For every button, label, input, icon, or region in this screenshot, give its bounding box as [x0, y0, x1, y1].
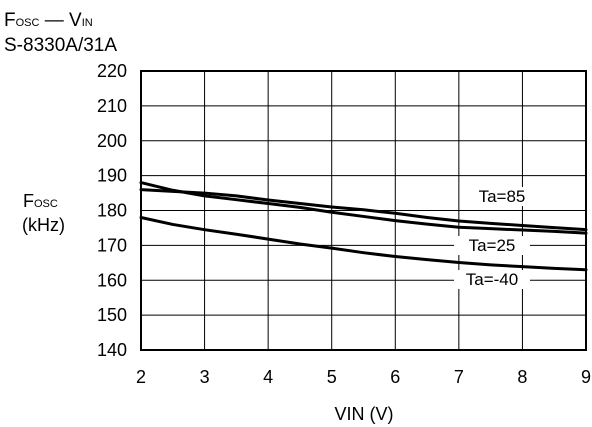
x-tick-label: 4 — [263, 367, 273, 387]
x-axis-label: VIN (V) — [334, 404, 393, 424]
part-number: S-8330A/31A — [4, 35, 118, 56]
series-label-bg — [464, 187, 540, 206]
series-label-bg — [454, 236, 530, 255]
title-f: F — [4, 10, 16, 31]
series-labels: Ta=85 Ta=25 Ta=-40 — [454, 187, 540, 289]
title-v: V — [69, 10, 82, 31]
x-tick-label: 8 — [517, 367, 527, 387]
y-tick-label: 170 — [97, 235, 127, 255]
y-tick-labels: 140 150 160 170 180 190 200 210 220 — [97, 61, 127, 360]
y-tick-label: 190 — [97, 166, 127, 186]
x-tick-label: 5 — [327, 367, 337, 387]
y-label-f: F — [23, 191, 34, 211]
series-line-1 — [139, 181, 588, 235]
series-line-0 — [139, 188, 588, 232]
title-dash: — — [39, 10, 70, 31]
x-tick-label: 6 — [390, 367, 400, 387]
x-tick-label: 3 — [200, 367, 210, 387]
y-axis-unit: (kHz) — [22, 215, 65, 235]
y-tick-label: 180 — [97, 201, 127, 221]
series-label: Ta=25 — [469, 236, 516, 255]
chart-title: FOSC — VIN — [4, 10, 93, 34]
series-label: Ta=85 — [479, 187, 526, 206]
series-label-bg — [454, 270, 530, 289]
y-tick-label: 150 — [97, 305, 127, 325]
series-line-2 — [139, 215, 588, 272]
title-v-subscript: IN — [81, 17, 93, 29]
x-tick-label: 9 — [581, 367, 591, 387]
y-axis-label: FOSC — [23, 190, 58, 215]
title-f-subscript: OSC — [15, 17, 40, 29]
series-label: Ta=-40 — [466, 270, 518, 289]
y-tick-label: 160 — [97, 270, 127, 290]
x-tick-label: 2 — [136, 367, 146, 387]
x-tick-labels: 2 3 4 5 6 7 8 9 — [136, 367, 591, 387]
series-lines — [139, 181, 588, 272]
y-label-subscript: OSC — [34, 198, 58, 210]
y-tick-label: 140 — [97, 340, 127, 360]
y-tick-label: 200 — [97, 131, 127, 151]
x-tick-label: 7 — [454, 367, 464, 387]
y-tick-label: 210 — [97, 96, 127, 116]
plot-frame — [140, 70, 587, 351]
y-tick-label: 220 — [97, 61, 127, 81]
